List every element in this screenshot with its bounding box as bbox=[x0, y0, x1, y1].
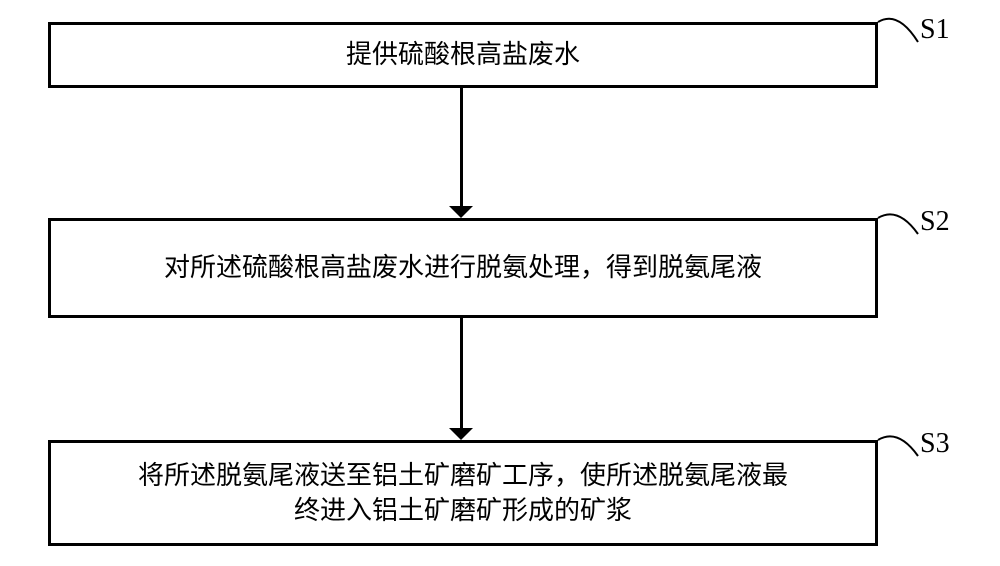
arrow-s1-s2-head bbox=[449, 206, 473, 218]
arrow-s2-s3-line bbox=[460, 318, 463, 428]
flowchart-node-s3: 将所述脱氨尾液送至铝土矿磨矿工序，使所述脱氨尾液最 终进入铝土矿磨矿形成的矿浆 bbox=[48, 440, 878, 546]
flowchart-canvas: 提供硫酸根高盐废水 S1 对所述硫酸根高盐废水进行脱氨处理，得到脱氨尾液 S2 … bbox=[0, 0, 1000, 566]
arrow-s2-s3-head bbox=[449, 428, 473, 440]
flowchart-node-s2: 对所述硫酸根高盐废水进行脱氨处理，得到脱氨尾液 bbox=[48, 218, 878, 318]
label-connector-s3 bbox=[874, 420, 922, 476]
label-connector-s2 bbox=[874, 198, 922, 254]
flowchart-node-s1: 提供硫酸根高盐废水 bbox=[48, 22, 878, 88]
step-label-s3: S3 bbox=[920, 428, 950, 460]
step-label-s2: S2 bbox=[920, 206, 950, 238]
node-text: 将所述脱氨尾液送至铝土矿磨矿工序，使所述脱氨尾液最 终进入铝土矿磨矿形成的矿浆 bbox=[138, 458, 788, 528]
step-label-s1: S1 bbox=[920, 14, 950, 46]
arrow-s1-s2-line bbox=[460, 88, 463, 206]
node-text: 提供硫酸根高盐废水 bbox=[346, 37, 580, 72]
node-text: 对所述硫酸根高盐废水进行脱氨处理，得到脱氨尾液 bbox=[164, 250, 762, 285]
label-connector-s1 bbox=[874, 2, 922, 62]
